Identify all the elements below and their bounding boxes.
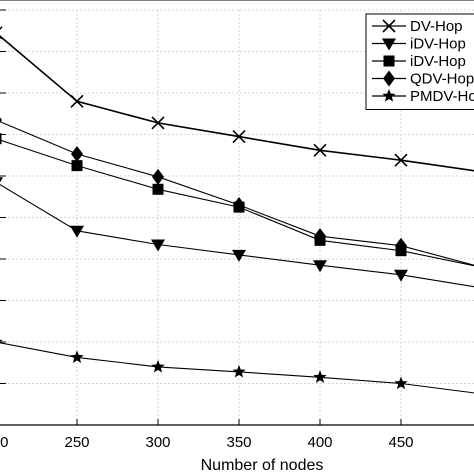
marker-triangle (151, 239, 165, 252)
marker-x (151, 116, 165, 130)
marker-diamond (233, 197, 245, 214)
x-tick-label: 400 (307, 434, 332, 451)
marker-x-stroke (394, 153, 408, 167)
marker-diamond (0, 117, 2, 123)
marker-x-stroke (151, 116, 165, 130)
marker-x (70, 94, 84, 108)
x-tick-label: 200 (0, 434, 9, 451)
marker-star (151, 359, 165, 373)
legend-entry: DV-Hop (372, 18, 463, 35)
x-tick-label: 300 (145, 434, 170, 451)
marker-x (313, 143, 327, 157)
marker-x-stroke (232, 130, 246, 144)
marker-x-stroke (313, 143, 327, 157)
marker-x (232, 130, 246, 144)
marker-diamond (383, 70, 395, 87)
x-axis-title: Number of nodes (201, 457, 324, 474)
legend-label: QDV-Hop (410, 71, 474, 88)
legend-entry: QDV-Hop (372, 70, 474, 88)
marker-x-stroke (70, 94, 84, 108)
marker-x (394, 153, 408, 167)
marker-x (382, 19, 396, 33)
marker-star (313, 370, 327, 383)
marker-star (0, 339, 3, 348)
x-tick-label: 250 (64, 434, 89, 451)
marker-diamond (152, 168, 164, 185)
legend-label: iDV-Hop (410, 53, 466, 70)
marker-triangle (0, 177, 3, 183)
marker-square (152, 183, 164, 195)
axes: 200 250 300 350 400 450 (0, 0, 474, 451)
marker-diamond (314, 228, 326, 245)
x-tick-label: 450 (388, 434, 413, 451)
legend-entry: iDV-Hop (372, 36, 466, 53)
marker-square (383, 55, 395, 67)
marker-square (0, 133, 2, 145)
marker-triangle (313, 260, 327, 273)
marker-triangle (70, 225, 84, 238)
marker-triangle (394, 269, 408, 282)
x-tick-label: 350 (226, 434, 251, 451)
marker-square (71, 160, 83, 172)
legend-entry: PMDV-Hop (372, 88, 474, 105)
legend-entry: iDV-Hop (372, 53, 466, 70)
marker-diamond (71, 146, 83, 163)
marker-star (394, 376, 408, 390)
marker-triangle (232, 249, 246, 262)
series-4 (0, 117, 474, 266)
marker-triangle (382, 38, 396, 51)
legend-label: PMDV-Hop (410, 88, 474, 105)
series-2 (0, 177, 474, 288)
series-1 (0, 26, 474, 172)
legend-label: iDV-Hop (410, 36, 466, 53)
marker-x-stroke (382, 19, 396, 33)
marker-star (232, 364, 246, 378)
marker-star (70, 350, 84, 364)
legend-label: DV-Hop (410, 18, 463, 35)
marker-star (382, 89, 396, 102)
series-layer (0, 26, 474, 394)
series-5 (0, 339, 474, 394)
marker-diamond (395, 237, 407, 254)
